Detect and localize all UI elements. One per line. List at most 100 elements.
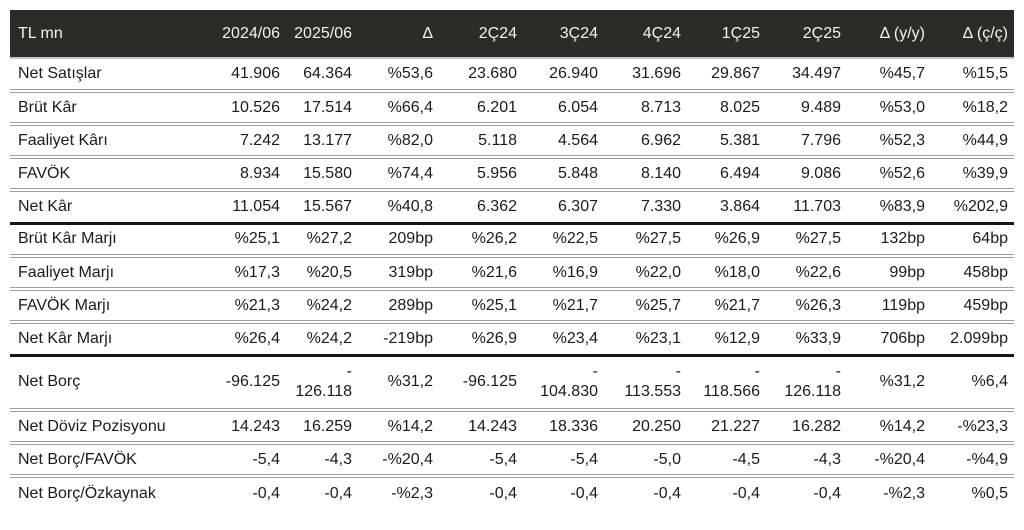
- row-label: Net Kâr: [10, 190, 205, 225]
- value-cell: 5.381: [687, 124, 766, 159]
- value-cell: %31,2: [847, 355, 931, 413]
- column-header-cell: 2Ç25: [766, 10, 847, 59]
- value-cell: %25,1: [439, 289, 523, 324]
- value-cell: 26.940: [523, 58, 604, 93]
- value-cell: %52,6: [847, 157, 931, 192]
- value-cell: -%4,9: [931, 443, 1014, 479]
- table-row: Net Kâr 11.054 15.567 %40,8 6.362 6.307 7.330 3…: [10, 190, 1014, 225]
- column-header-cell: Δ (ç/ç): [931, 10, 1014, 59]
- value-cell: 9.086: [766, 157, 847, 192]
- column-header-cell: 4Ç24: [604, 10, 687, 59]
- value-cell: %44,9: [931, 124, 1014, 159]
- table-row: Net Borç/Özkaynak -0,4 -0,4 -%2,3 -0,4 -0,4 -0…: [10, 476, 1014, 509]
- value-cell: 119bp: [847, 289, 931, 324]
- value-cell: 64.364: [286, 58, 358, 93]
- value-cell: 18.336: [523, 410, 604, 446]
- value-cell: %18,2: [931, 91, 1014, 126]
- column-header-cell: Δ: [358, 10, 439, 59]
- financial-summary-table-container: TL mn 2024/06 2025/06 Δ 2Ç24 3Ç24 4Ç24 1Ç25 2Ç25…: [10, 10, 1014, 509]
- table-header-row: TL mn 2024/06 2025/06 Δ 2Ç24 3Ç24 4Ç24 1Ç25 2Ç25…: [10, 10, 1014, 59]
- column-header-cell: Δ (y/y): [847, 10, 931, 59]
- value-cell: 5.848: [523, 157, 604, 192]
- value-cell: %17,3: [205, 256, 286, 291]
- value-cell: - 126.118: [286, 355, 358, 413]
- value-cell: 6.307: [523, 190, 604, 225]
- value-cell: %16,9: [523, 256, 604, 291]
- value-cell: 16.259: [286, 410, 358, 446]
- row-label: Net Kâr Marjı: [10, 322, 205, 357]
- value-cell: %15,5: [931, 58, 1014, 93]
- row-label: Net Satışlar: [10, 58, 205, 93]
- value-cell: %23,4: [523, 322, 604, 357]
- row-label: Faaliyet Kârı: [10, 124, 205, 159]
- value-cell: %18,0: [687, 256, 766, 291]
- value-cell: 8.934: [205, 157, 286, 192]
- value-cell: %26,9: [687, 223, 766, 258]
- value-cell: %22,0: [604, 256, 687, 291]
- column-header-cell: 2024/06: [205, 10, 286, 59]
- value-cell: %74,4: [358, 157, 439, 192]
- value-cell: %12,9: [687, 322, 766, 357]
- value-cell: %23,1: [604, 322, 687, 357]
- value-cell: -0,4: [324, 484, 352, 502]
- value-cell: 459bp: [931, 289, 1014, 324]
- value-cell: %53,6: [358, 58, 439, 93]
- value-cell: 7.242: [205, 124, 286, 159]
- value-cell: - 126.118: [766, 355, 847, 413]
- value-cell: 10.526: [205, 91, 286, 126]
- value-cell: %26,9: [439, 322, 523, 357]
- value-cell: 319bp: [358, 256, 439, 291]
- value-cell: 289bp: [358, 289, 439, 324]
- value-cell: 14.243: [439, 410, 523, 446]
- column-header-cell: 1Ç25: [687, 10, 766, 59]
- value-cell: -219bp: [358, 322, 439, 357]
- table-row: FAVÖK Marjı %21,3 %24,2 289bp %25,1 %21,7 %25,…: [10, 289, 1014, 324]
- financial-summary-table: TL mn 2024/06 2025/06 Δ 2Ç24 3Ç24 4Ç24 1Ç25 2Ç25…: [10, 10, 1014, 509]
- table-row: Net Satışlar 41.906 64.364 %53,6 23.680 26.94…: [10, 58, 1014, 93]
- value-cell: 458bp: [931, 256, 1014, 291]
- value-cell: %53,0: [847, 91, 931, 126]
- value-cell: 2.099bp: [931, 322, 1014, 357]
- value-cell: 15.580: [286, 157, 358, 192]
- row-label: Net Döviz Pozisyonu: [10, 410, 205, 446]
- value-cell: %25,1: [205, 223, 286, 258]
- value-cell: %83,9: [847, 190, 931, 225]
- value-cell: %26,4: [205, 322, 286, 357]
- value-cell: 6.054: [523, 91, 604, 126]
- row-label: Brüt Kâr Marjı: [10, 223, 205, 258]
- value-cell: -%23,3: [931, 410, 1014, 446]
- value-cell: %14,2: [847, 410, 931, 446]
- value-cell: -5,0: [604, 443, 687, 479]
- value-cell: 23.680: [439, 58, 523, 93]
- value-cell: - 113.553: [604, 355, 687, 413]
- column-header-cell: 2025/06: [286, 10, 358, 59]
- value-cell: %22,6: [766, 256, 847, 291]
- value-cell: 41.906: [205, 58, 286, 93]
- column-header-cell: 2Ç24: [439, 10, 523, 59]
- value-cell: %20,5: [286, 256, 358, 291]
- value-cell: - 104.830: [523, 355, 604, 413]
- table-row: Net Borç -96.125- 126.118 %31,2 -96.125- 10…: [10, 355, 1014, 413]
- value-cell: 31.696: [604, 58, 687, 93]
- value-cell: -4,3: [766, 443, 847, 479]
- table-row: FAVÖK 8.934 15.580 %74,4 5.956 5.848 8.140 6.49…: [10, 157, 1014, 192]
- value-cell: 34.497: [766, 58, 847, 93]
- value-cell: -%2,3: [391, 484, 433, 502]
- value-cell: %27,5: [604, 223, 687, 258]
- value-cell: %27,5: [766, 223, 847, 258]
- value-cell: -96.125: [439, 355, 523, 413]
- value-cell: -5,4: [439, 443, 523, 479]
- value-cell: %21,7: [523, 289, 604, 324]
- value-cell: 9.489: [766, 91, 847, 126]
- value-cell: %0,5: [971, 484, 1008, 502]
- value-cell: %21,6: [439, 256, 523, 291]
- value-cell: %82,0: [358, 124, 439, 159]
- value-cell: %31,2: [358, 355, 439, 413]
- table-row: Brüt Kâr Marjı %25,1 %27,2 209bp %26,2 %22,5%…: [10, 223, 1014, 258]
- value-cell: 17.514: [286, 91, 358, 126]
- value-cell: 14.243: [205, 410, 286, 446]
- value-cell: %40,8: [358, 190, 439, 225]
- value-cell: %25,7: [604, 289, 687, 324]
- table-row: Faaliyet Kârı 7.242 13.177 %82,0 5.118 4.564 6…: [10, 124, 1014, 159]
- value-cell: 99bp: [847, 256, 931, 291]
